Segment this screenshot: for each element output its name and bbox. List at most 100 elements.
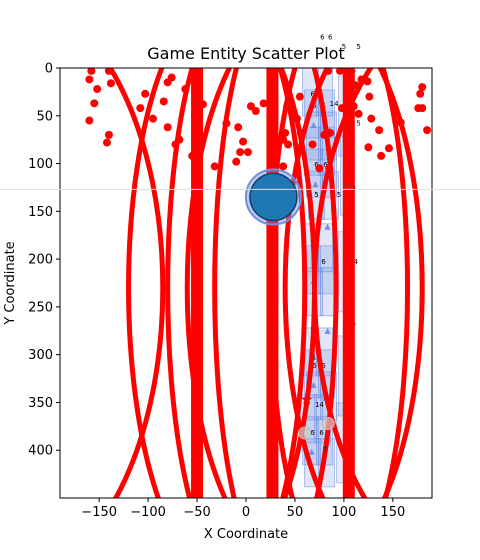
y-tick-label: 300 <box>28 348 53 363</box>
overflow-labels: 6 6 5 5 <box>320 33 361 51</box>
y-tick-label: 150 <box>28 205 53 220</box>
enemy-streak <box>266 68 279 498</box>
tile-label: 6 <box>312 362 317 370</box>
enemy-point <box>418 83 427 92</box>
enemy-point <box>102 138 111 147</box>
enemy-point <box>375 126 384 135</box>
enemy-streak <box>191 68 204 498</box>
enemy-point <box>159 97 168 106</box>
enemy-point <box>85 116 94 125</box>
overflow-label: 6 <box>320 33 325 41</box>
tile-label: 6 <box>312 102 317 110</box>
y-tick-label: 200 <box>28 253 53 268</box>
x-tick-label: 50 <box>287 505 304 520</box>
enemy-arc <box>312 68 374 498</box>
enemy-point <box>296 128 305 137</box>
enemy-point <box>106 79 115 88</box>
tile-label: 6 <box>319 429 324 437</box>
enemy-point <box>104 68 113 75</box>
player-marker <box>249 172 298 222</box>
enemy-point <box>246 102 255 111</box>
enemy-point <box>335 68 344 75</box>
enemy-point <box>325 164 334 173</box>
enemy-point <box>141 89 150 98</box>
overflow-label: 6 <box>328 33 333 41</box>
enemy-point <box>364 143 373 152</box>
enemy-point <box>349 102 358 111</box>
enemy-point <box>315 164 324 173</box>
y-tick-label: 50 <box>36 109 53 124</box>
enemy-point <box>418 104 427 113</box>
enemy-point <box>136 104 145 113</box>
enemy-arc <box>107 68 166 498</box>
x-tick-label: −50 <box>183 505 210 520</box>
star-marker <box>301 393 313 405</box>
enemy-point <box>85 75 94 84</box>
enemy-point <box>284 140 293 149</box>
enemy-point <box>163 123 172 132</box>
enemy-point <box>354 109 363 118</box>
tile-number: 14 <box>315 401 324 409</box>
tile-arrow <box>324 327 331 334</box>
enemy-point <box>234 123 243 132</box>
enemy-point <box>283 102 292 111</box>
y-tick-label: 100 <box>28 157 53 172</box>
enemy-point <box>416 89 425 98</box>
tile-number: 14 <box>330 100 339 108</box>
tile-number: 5 <box>314 191 318 199</box>
enemy-point <box>93 85 102 94</box>
enemy-point <box>365 92 374 101</box>
enemy-point <box>308 140 317 149</box>
enemy-point <box>367 114 376 123</box>
tile-number: 5 <box>337 191 341 199</box>
enemy-point <box>167 73 176 82</box>
enemy-arc <box>184 68 425 498</box>
x-tick-label: 150 <box>380 505 405 520</box>
enemy-point <box>87 68 96 75</box>
enemy-point <box>326 128 335 137</box>
enemy-point <box>251 107 260 115</box>
enemy-arc <box>212 68 339 498</box>
y-tick-label: 350 <box>28 396 53 411</box>
x-axis-label: X Coordinate <box>204 527 288 542</box>
tile-label: 6 <box>321 258 326 266</box>
y-tick-label: 400 <box>28 444 53 459</box>
tile-label: 6 <box>323 161 328 169</box>
tile-label: 6 <box>310 429 315 437</box>
enemy-point <box>363 77 372 86</box>
enemy-point <box>222 119 231 128</box>
enemy-point <box>337 104 346 113</box>
enemy-point <box>171 140 180 149</box>
y-axis-ticks: 0 50 100 150 200 250 300 350 400 <box>28 62 60 459</box>
y-tick-label: 0 <box>45 62 53 77</box>
enemy-arc <box>165 68 308 498</box>
enemy-point <box>324 68 333 75</box>
enemy-point <box>384 144 393 153</box>
enemy-point <box>281 128 290 137</box>
enemy-point <box>90 99 99 108</box>
waypoint-marker <box>321 416 335 430</box>
enemy-point <box>345 123 354 132</box>
tile-arrow <box>324 223 331 230</box>
enemy-point <box>239 137 248 146</box>
x-tick-label: 100 <box>331 505 356 520</box>
tile-number: 5 <box>356 119 360 127</box>
x-axis-ticks: −150 −100 −50 0 50 100 150 <box>81 498 405 520</box>
enemy-point <box>104 130 113 139</box>
overflow-label: 5 <box>356 43 360 51</box>
tile-label: 6 <box>321 362 326 370</box>
enemy-streak <box>342 68 355 498</box>
x-tick-label: −150 <box>81 505 117 520</box>
enemy-point <box>377 151 386 160</box>
x-tick-label: 0 <box>242 505 250 520</box>
enemy-point <box>210 162 219 171</box>
enemy-point <box>292 114 301 123</box>
enemy-point <box>396 118 405 127</box>
tile-arrow <box>310 381 317 388</box>
enemy-point <box>423 126 432 135</box>
enemy-point <box>181 85 190 94</box>
tile-label: 6 <box>314 161 319 169</box>
enemy-point <box>236 148 245 157</box>
